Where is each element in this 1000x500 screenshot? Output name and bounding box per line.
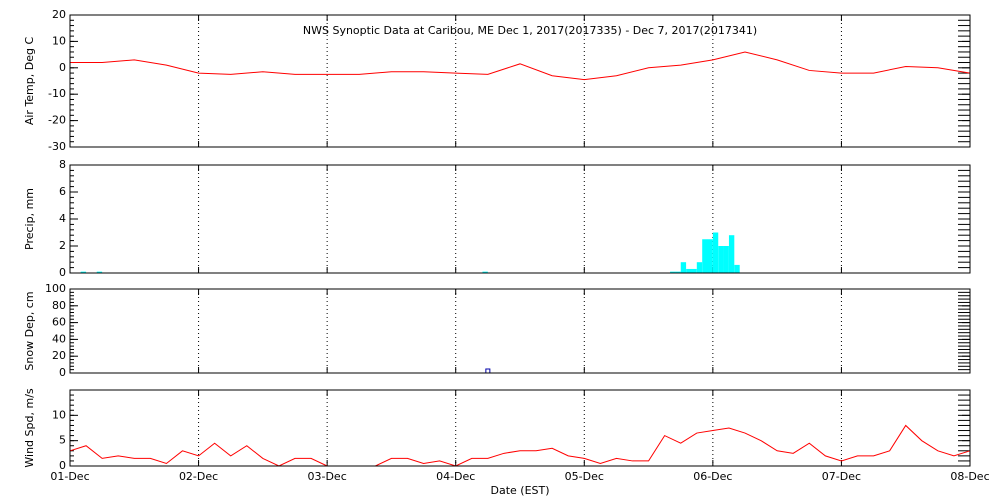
x-axis-label: Date (EST) <box>490 484 549 497</box>
plot-frame <box>69 288 971 374</box>
y-tick-label: 4 <box>59 212 66 225</box>
x-tick-label: 02-Dec <box>179 470 218 483</box>
x-tick-label: 08-Dec <box>950 470 989 483</box>
y-tick-label: 10 <box>52 408 66 421</box>
y-tick-label: 5 <box>59 434 66 447</box>
y-tick-label: -10 <box>48 87 66 100</box>
bar <box>723 246 729 273</box>
bar <box>670 271 676 273</box>
bar <box>80 271 87 273</box>
y-tick-label: 20 <box>52 349 66 362</box>
bar <box>686 268 692 273</box>
bar <box>712 232 719 273</box>
plot-frame <box>69 14 971 148</box>
y-tick-label: 60 <box>52 316 66 329</box>
y-tick-label: 0 <box>59 366 66 379</box>
y-tick-label: 10 <box>52 34 66 47</box>
y-axis-label: Precip, mm <box>23 188 36 250</box>
bar <box>691 268 697 273</box>
y-tick-label: 8 <box>59 158 66 171</box>
y-tick-label: 0 <box>59 459 66 472</box>
y-axis-label: Air Temp, Deg C <box>23 37 36 126</box>
y-tick-label: 6 <box>59 185 66 198</box>
bar <box>482 271 488 273</box>
x-tick-label: 03-Dec <box>308 470 347 483</box>
bar <box>702 239 708 273</box>
plot-frame <box>69 164 971 274</box>
x-tick-label: 01-Dec <box>50 470 89 483</box>
y-axis-label: Snow Dep, cm <box>23 291 36 370</box>
y-tick-label: 80 <box>52 299 66 312</box>
x-tick-label: 07-Dec <box>822 470 861 483</box>
y-tick-label: 100 <box>45 282 66 295</box>
x-tick-label: 04-Dec <box>436 470 475 483</box>
bar <box>680 262 687 273</box>
bar <box>728 235 735 273</box>
plot-frame <box>69 389 971 467</box>
y-tick-label: 40 <box>52 332 66 345</box>
bar <box>96 271 103 273</box>
bar <box>734 264 740 273</box>
bar <box>696 262 703 273</box>
chart-title: NWS Synoptic Data at Caribou, ME Dec 1, … <box>303 24 757 37</box>
bar <box>707 239 713 273</box>
y-tick-label: 0 <box>59 61 66 74</box>
y-tick-label: -30 <box>48 140 66 153</box>
y-tick-label: -20 <box>48 114 66 127</box>
point <box>485 368 491 374</box>
data-line <box>70 51 971 81</box>
y-tick-label: 2 <box>59 239 66 252</box>
x-tick-label: 06-Dec <box>693 470 732 483</box>
bar <box>675 271 681 273</box>
y-tick-label: 0 <box>59 266 66 279</box>
bar <box>718 246 724 273</box>
y-tick-label: 20 <box>52 8 66 21</box>
data-line <box>69 424 971 467</box>
x-tick-label: 05-Dec <box>565 470 604 483</box>
y-axis-label: Wind Spd, m/s <box>23 388 36 468</box>
